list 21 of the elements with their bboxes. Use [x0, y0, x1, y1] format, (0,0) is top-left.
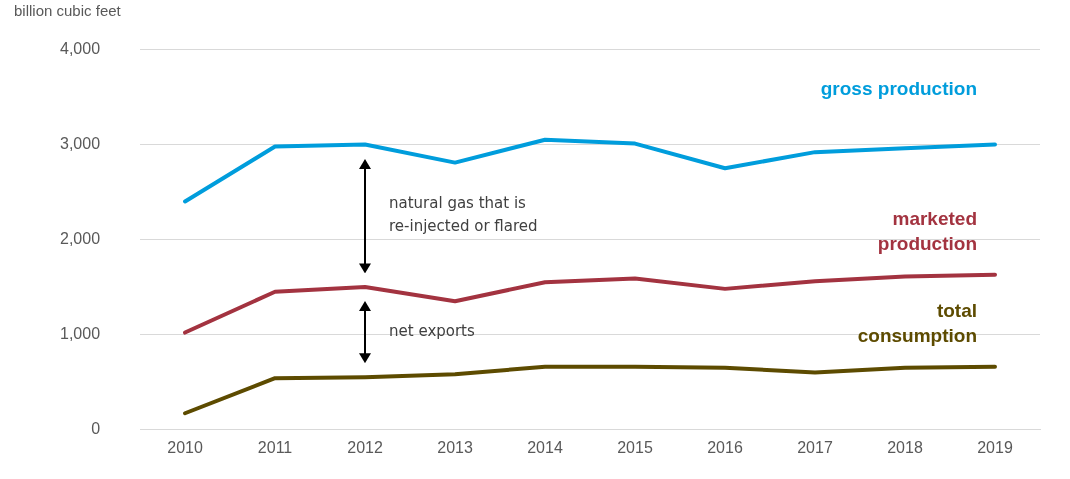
x-tick-label: 2018 — [887, 439, 923, 457]
y-tick-label: 4,000 — [59, 40, 101, 58]
y-axis-title: billion cubic feet — [14, 2, 121, 19]
y-tick-label: 0 — [91, 419, 101, 437]
x-tick-label: 2019 — [977, 439, 1013, 457]
annotation: net exports — [389, 321, 475, 340]
x-tick-label: 2014 — [527, 439, 563, 457]
x-tick-label: 2010 — [167, 439, 203, 457]
series-label: total consumption — [857, 300, 977, 347]
x-tick-label: 2017 — [797, 439, 833, 457]
y-tick-label: 3,000 — [59, 134, 101, 152]
y-tick-label: 2,000 — [59, 229, 101, 247]
x-tick-label: 2013 — [437, 439, 473, 457]
series-label: marketed production — [877, 208, 977, 255]
x-tick-label: 2012 — [347, 439, 383, 457]
x-tick-label: 2015 — [617, 439, 653, 457]
x-tick-label: 2011 — [257, 439, 293, 457]
y-tick-label: 1,000 — [59, 324, 101, 342]
annotation: natural gas that is re-injected or flared — [389, 194, 538, 236]
x-tick-label: 2016 — [707, 439, 743, 457]
text: gross production — [820, 78, 977, 100]
